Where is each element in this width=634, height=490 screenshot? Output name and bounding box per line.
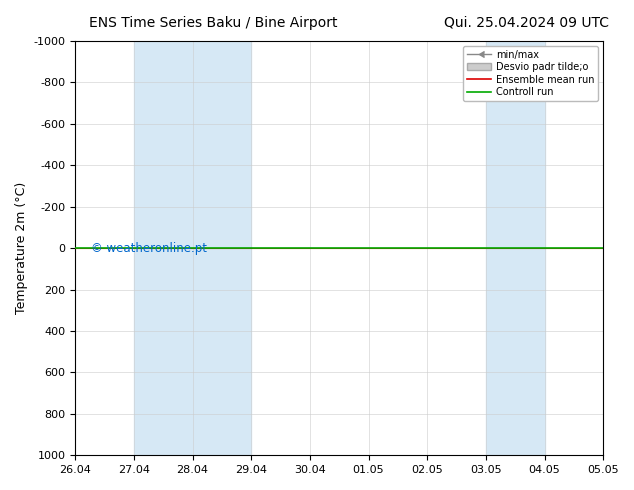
Bar [134, 41, 251, 455]
Bar [486, 41, 545, 455]
Y-axis label: Temperature 2m (°C): Temperature 2m (°C) [15, 182, 28, 314]
Text: ENS Time Series Baku / Bine Airport: ENS Time Series Baku / Bine Airport [89, 16, 337, 30]
Text: © weatheronline.pt: © weatheronline.pt [91, 242, 207, 255]
Text: Qui. 25.04.2024 09 UTC: Qui. 25.04.2024 09 UTC [444, 16, 609, 30]
Legend: min/max, Desvio padr tilde;o, Ensemble mean run, Controll run: min/max, Desvio padr tilde;o, Ensemble m… [463, 46, 598, 101]
